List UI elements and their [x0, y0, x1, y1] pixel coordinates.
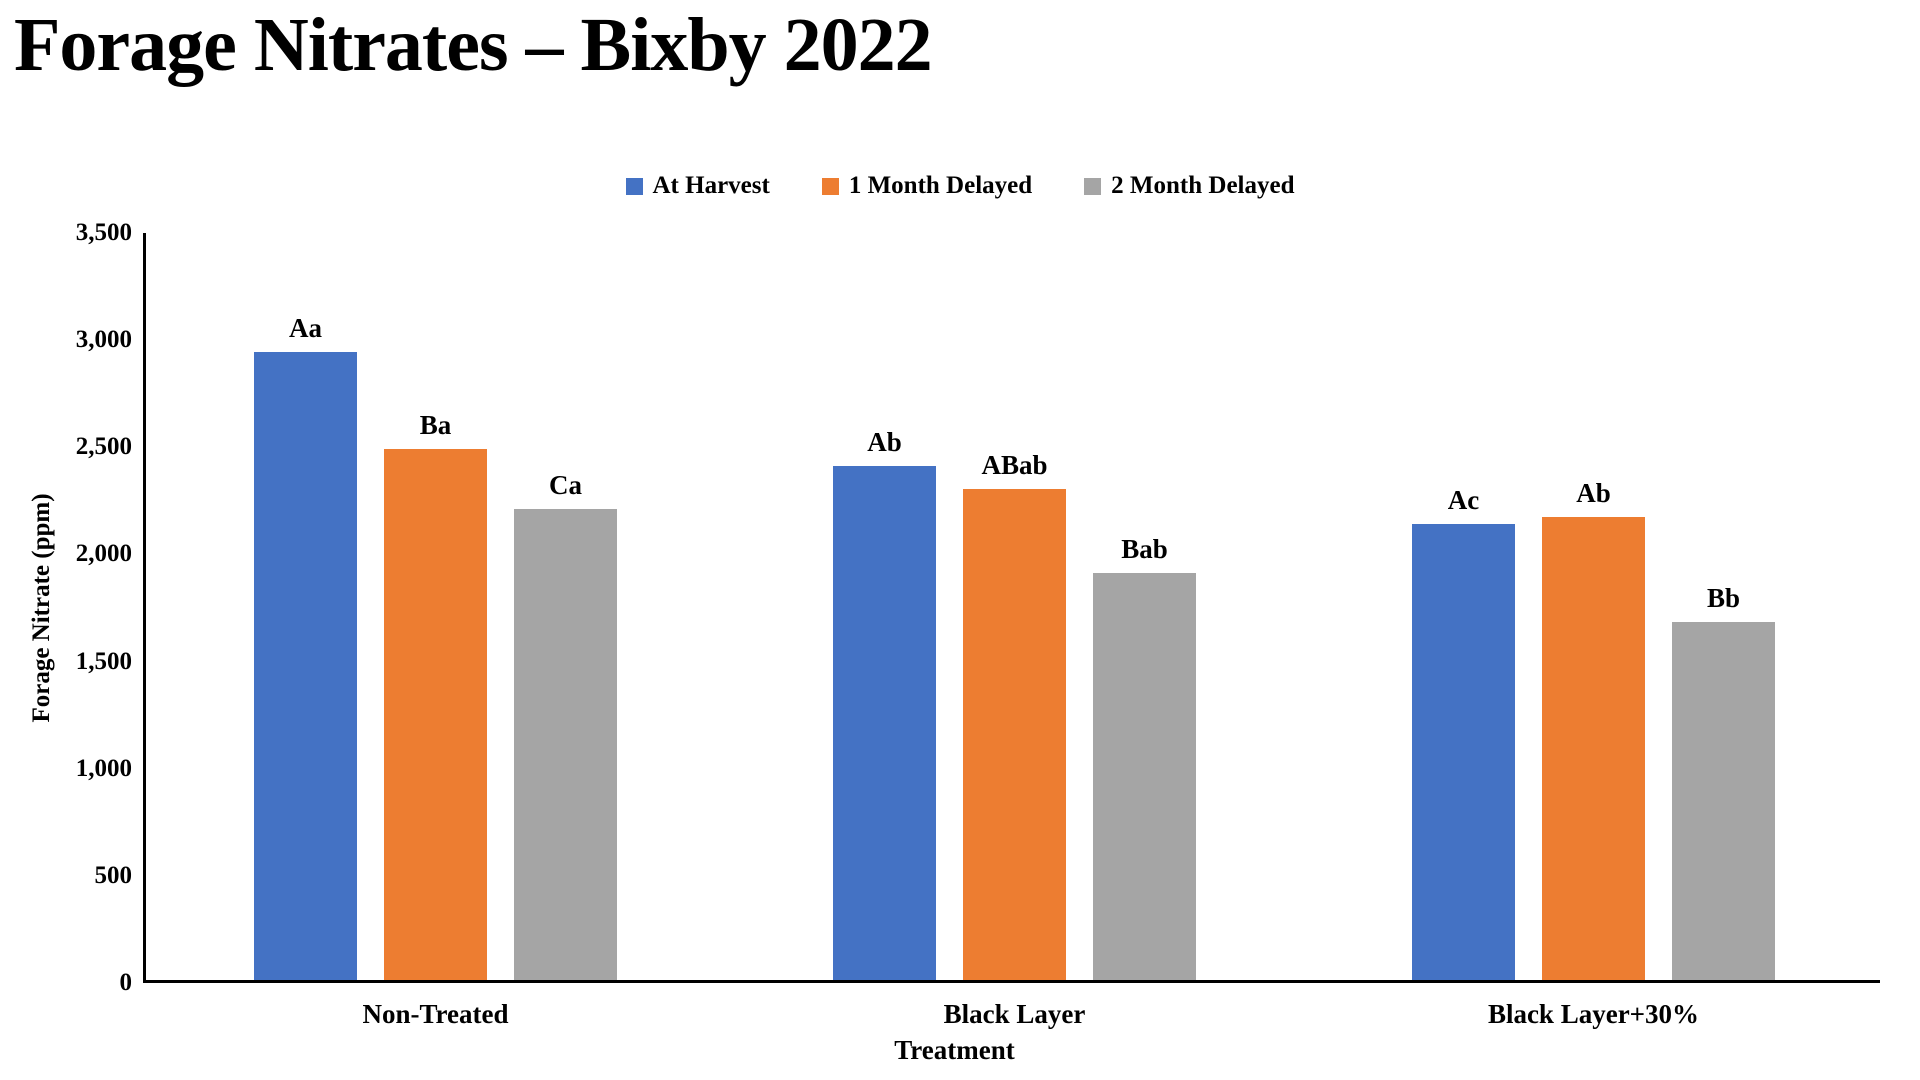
bar-black-layer-series-2 — [963, 489, 1066, 980]
y-tick-label: 2,500 — [75, 433, 132, 461]
category-label: Non-Treated — [362, 999, 509, 1029]
category-label: Black Layer+30% — [1487, 999, 1700, 1029]
y-tick-label: 2,000 — [75, 540, 132, 568]
bar-non-treated-series-2 — [384, 448, 487, 980]
bar-annotation: Ca — [549, 469, 582, 500]
y-tick-label: 1,000 — [75, 754, 132, 782]
bar-black-layer-30--series-1 — [1412, 523, 1515, 980]
legend-swatch-icon — [1084, 177, 1102, 195]
legend-item-1: At Harvest — [625, 172, 770, 200]
y-tick-label: 1,500 — [75, 647, 132, 675]
y-axis-title: Forage Nitrate (ppm) — [28, 493, 55, 723]
legend: At Harvest 1 Month Delayed 2 Month Delayed — [0, 172, 1920, 200]
legend-swatch-icon — [625, 177, 643, 195]
bar-black-layer-series-1 — [833, 465, 936, 980]
category-label: Black Layer — [943, 999, 1086, 1029]
chart-title: Forage Nitrates – Bixby 2022 — [14, 3, 933, 87]
legend-item-2: 1 Month Delayed — [821, 172, 1033, 200]
bar-annotation: Ac — [1447, 484, 1480, 515]
bar-annotation: Bb — [1706, 583, 1741, 614]
y-tick-label: 3,500 — [75, 219, 132, 246]
y-tick-label: 0 — [119, 969, 133, 996]
legend-label: 1 Month Delayed — [848, 172, 1033, 199]
bar-non-treated-series-3 — [514, 508, 617, 980]
y-tick-label: 500 — [94, 861, 133, 889]
y-tick-label: 3,000 — [75, 326, 132, 354]
bar-annotation: Aa — [289, 313, 322, 344]
plot-area: 0 500 1,000 1,500 2,000 2,500 3,000 3,500 Aa Ba Ca… — [76, 219, 1880, 1065]
bar-black-layer-30--series-3 — [1672, 622, 1775, 980]
legend-label: At Harvest — [652, 172, 770, 199]
bar-annotation: Bab — [1121, 533, 1168, 564]
x-axis-title: Treatment — [894, 1035, 1015, 1065]
legend-swatch-icon — [821, 177, 839, 195]
bar-annotation: Ba — [419, 409, 452, 440]
bar-black-layer-30--series-2 — [1542, 517, 1645, 980]
bar-black-layer-series-3 — [1093, 572, 1196, 980]
bar-annotation: Ab — [1576, 478, 1611, 509]
bar-annotation: Ab — [867, 426, 902, 457]
legend-item-3: 2 Month Delayed — [1084, 172, 1294, 200]
bar-annotation: ABab — [981, 450, 1048, 481]
bar-non-treated-series-1 — [254, 352, 357, 980]
legend-label: 2 Month Delayed — [1111, 172, 1295, 199]
